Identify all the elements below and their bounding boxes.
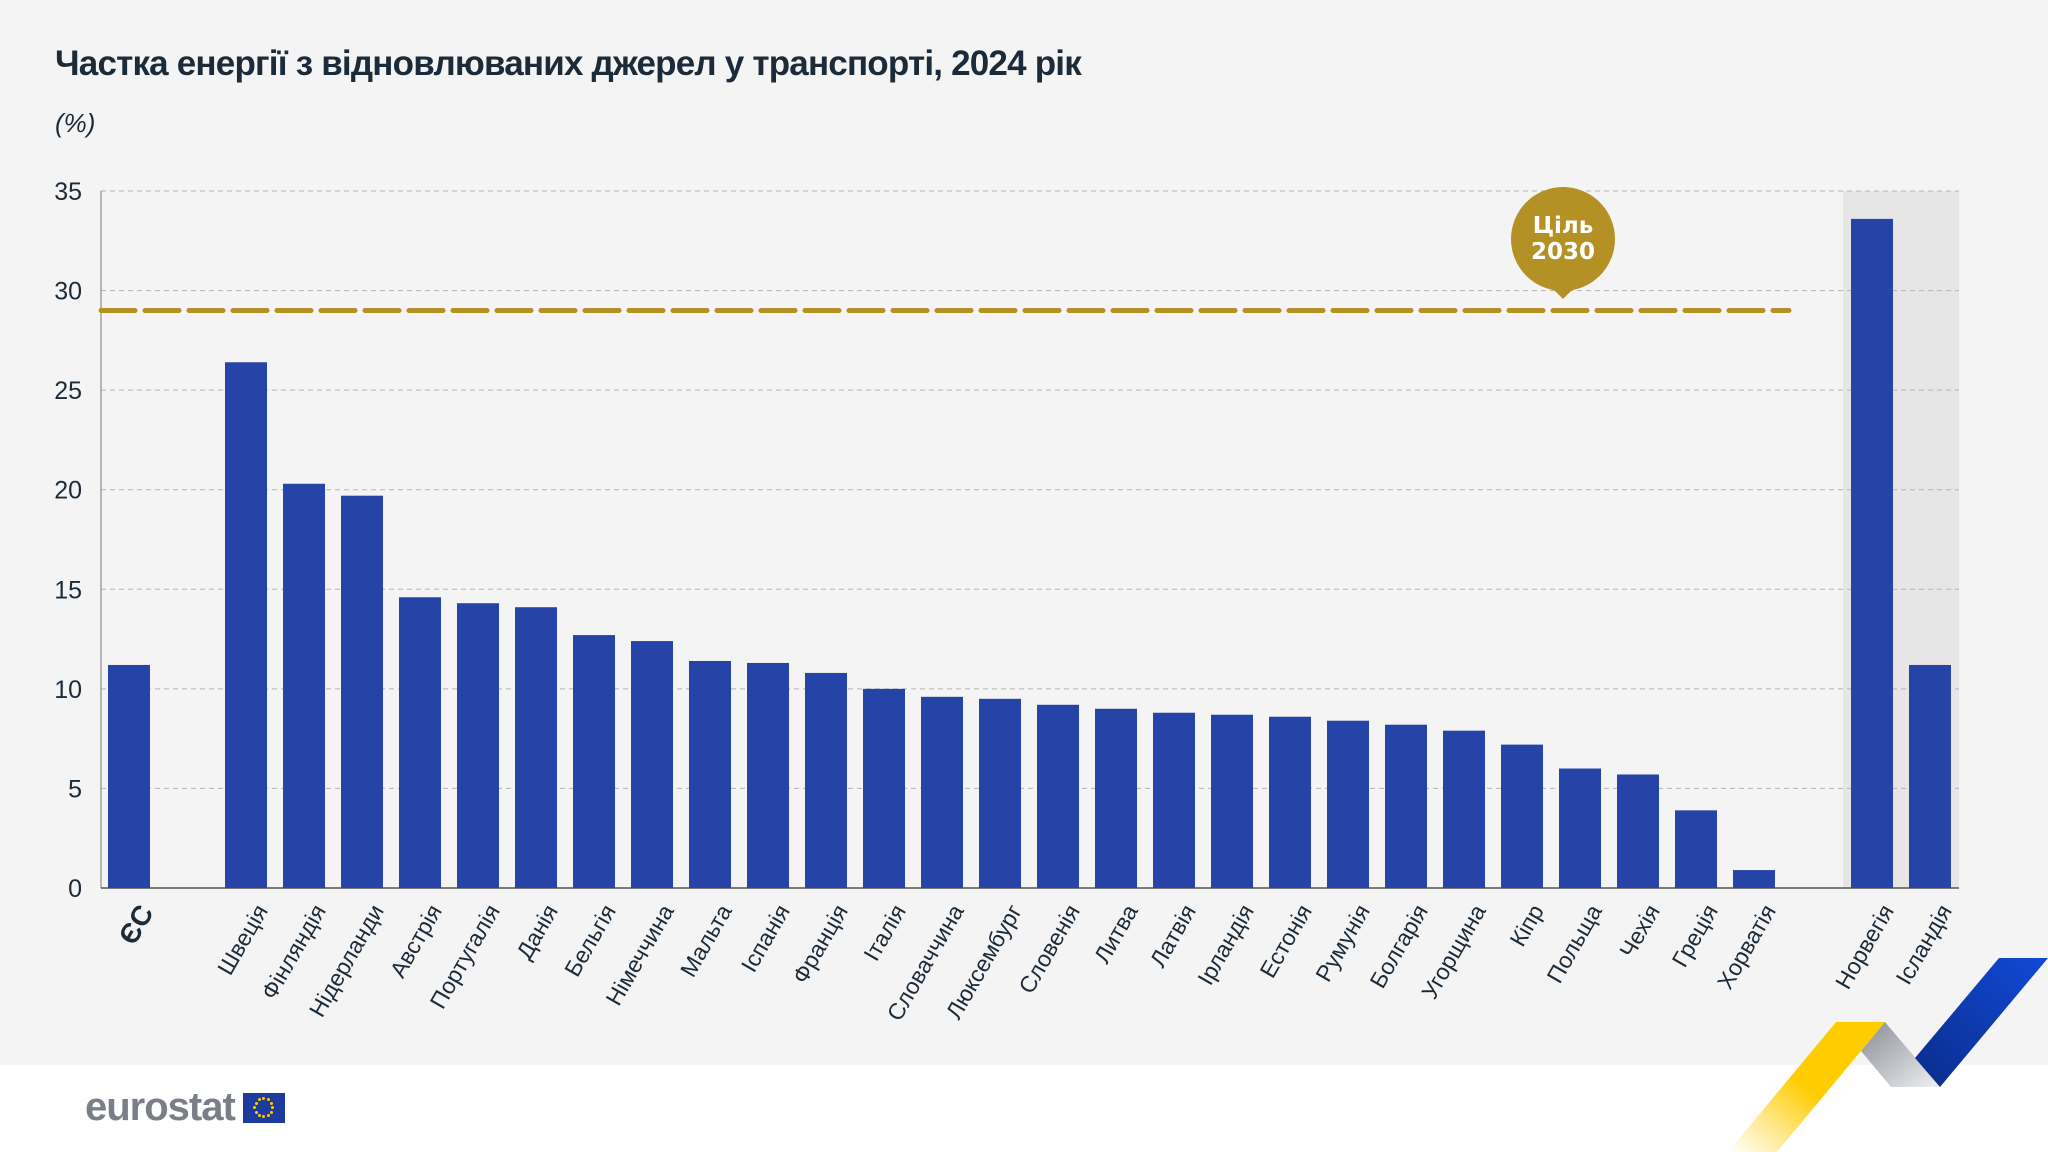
y-tick-label: 35 (54, 178, 82, 206)
eu-flag-icon (242, 1092, 285, 1123)
bar-Швеція (225, 362, 267, 889)
x-tick-label: Латвія (1145, 900, 1201, 972)
y-tick-label: 5 (68, 775, 82, 803)
bar-Іспанія (747, 662, 789, 888)
eurostat-logo: eurostat (85, 1085, 285, 1130)
bar-Данія (515, 607, 557, 888)
bar-Ісландія (1909, 664, 1951, 888)
y-tick-label: 0 (68, 875, 82, 903)
x-tick-label: Іспанія (736, 900, 795, 977)
x-tick-label: Кіпр (1504, 900, 1548, 951)
y-tick-label: 25 (54, 377, 82, 405)
bar-Хорватія (1733, 870, 1775, 888)
y-tick-label: 10 (54, 676, 82, 704)
x-tick-label: Естонія (1254, 900, 1316, 982)
x-tick-label: Норвегія (1830, 900, 1899, 993)
bar-Болгарія (1385, 724, 1427, 888)
x-tick-label: Румунія (1310, 900, 1375, 986)
logo-text: eurostat (85, 1085, 236, 1129)
x-tick-label: Франція (787, 900, 853, 988)
bar-Бельгія (573, 635, 615, 888)
x-tick-label: Австрія (385, 900, 447, 982)
bar-Норвегія (1851, 218, 1893, 888)
target-badge (1511, 187, 1615, 291)
bar-Мальта (689, 660, 731, 888)
target-label-line1: Ціль (1533, 213, 1594, 239)
bar-Словаччина (921, 696, 963, 888)
bar-Словенія (1037, 704, 1079, 888)
bar-Чехія (1617, 774, 1659, 888)
x-tick-label: Греція (1667, 900, 1723, 971)
bar-Нідерланди (341, 495, 383, 888)
x-tick-label: Італія (858, 900, 911, 965)
x-tick-label: Швеція (212, 900, 273, 979)
y-tick-label: 20 (54, 477, 82, 505)
bar-Угорщина (1443, 730, 1485, 888)
x-tick-label: Ісландія (1890, 900, 1956, 989)
bar-Франція (805, 672, 847, 888)
x-tick-label: Мальта (675, 900, 737, 981)
bar-Італія (863, 688, 905, 888)
bar-Австрія (399, 597, 441, 888)
chart-title: Частка енергії з відновлюваних джерел у … (55, 44, 1082, 83)
bar-Латвія (1153, 712, 1195, 888)
target-badge-pointer (1553, 289, 1573, 299)
x-tick-label: Данія (511, 900, 563, 964)
bar-Литва (1095, 708, 1137, 888)
x-tick-label: Литва (1089, 900, 1143, 968)
target-label-line2: 2030 (1531, 239, 1595, 265)
x-tick-label: Ірландія (1192, 900, 1259, 989)
x-tick-label: Бельгія (559, 900, 621, 981)
x-tick-label: ЄС (113, 900, 160, 950)
bar-Польща (1559, 768, 1601, 888)
y-tick-label: 15 (54, 576, 82, 604)
bar-ЄС (108, 664, 150, 888)
bar-Люксембург (979, 698, 1021, 888)
bar-Ірландія (1211, 714, 1253, 888)
bar-Румунія (1327, 720, 1369, 888)
bar-Фінляндія (283, 483, 325, 888)
x-tick-label: Польща (1541, 900, 1607, 988)
bar-Португалія (457, 603, 499, 888)
bar-Естонія (1269, 716, 1311, 888)
bar-Греція (1675, 810, 1717, 888)
bar-Німеччина (631, 641, 673, 888)
bar-Кіпр (1501, 744, 1543, 888)
unit-label: (%) (55, 108, 96, 138)
y-tick-label: 30 (54, 278, 82, 306)
x-tick-label: Чехія (1614, 900, 1665, 962)
